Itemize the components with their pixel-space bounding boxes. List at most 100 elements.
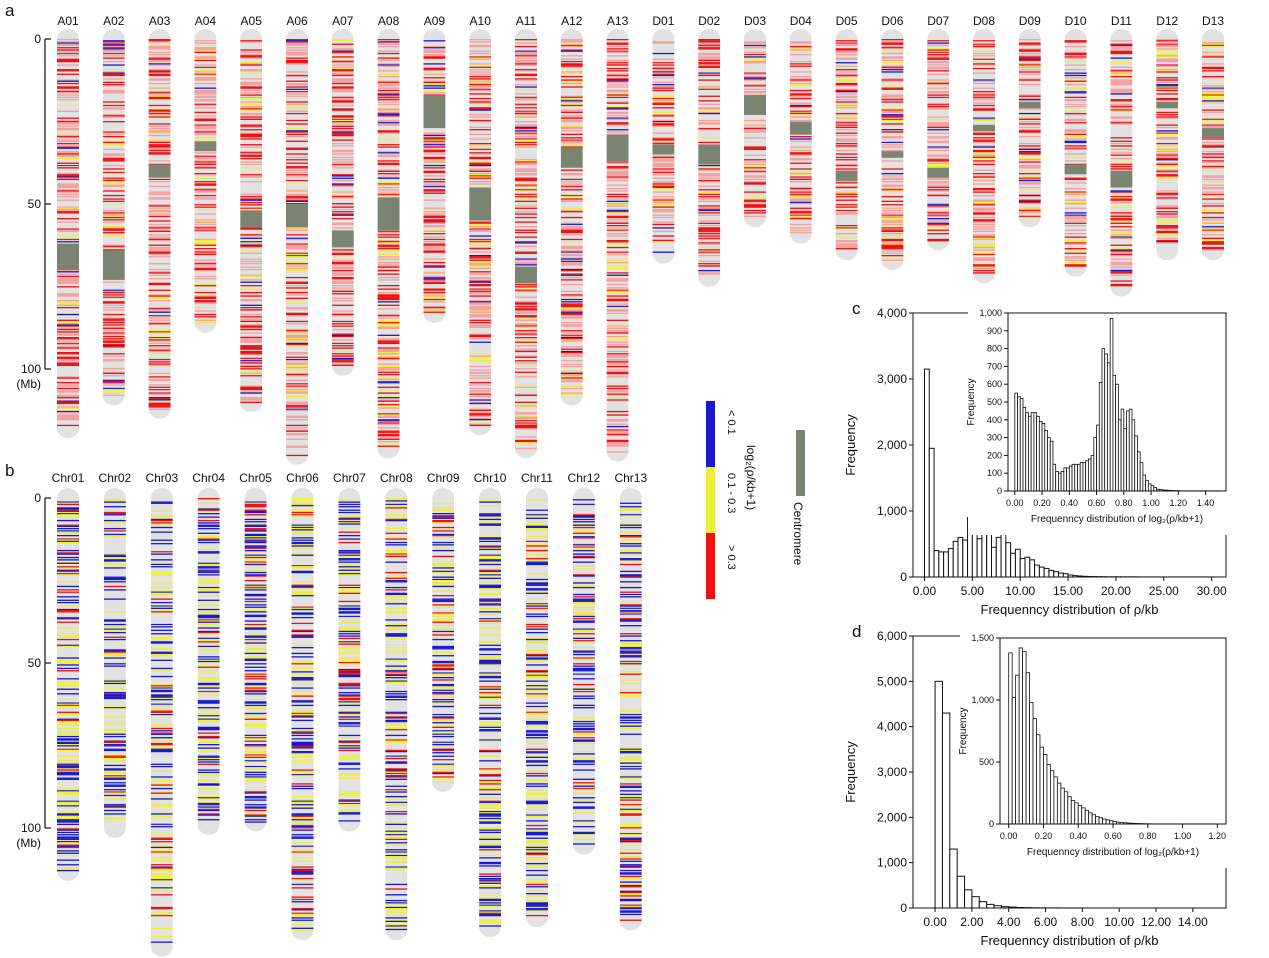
recomb-band	[57, 763, 79, 765]
recomb-band	[103, 690, 126, 693]
recomb-band	[1064, 265, 1087, 267]
recomb-band	[57, 688, 79, 690]
recomb-band	[423, 133, 446, 136]
recomb-band	[57, 591, 79, 593]
recomb-band	[606, 67, 629, 70]
recomb-band	[973, 149, 995, 152]
recomb-band	[102, 309, 125, 311]
recomb-band	[240, 72, 263, 74]
recomb-band	[338, 552, 361, 554]
recomb-band	[102, 380, 125, 383]
recomb-band	[240, 209, 263, 212]
recomb-band	[789, 47, 812, 49]
recomb-band	[560, 305, 583, 308]
recomb-band	[57, 711, 79, 713]
recomb-band	[572, 742, 595, 745]
recomb-band	[377, 382, 400, 384]
recomb-band	[423, 233, 446, 235]
recomb-band	[331, 87, 354, 89]
recomb-band	[515, 423, 537, 425]
recomb-band	[244, 724, 267, 726]
recomb-band	[57, 119, 79, 122]
recomb-band	[102, 281, 125, 283]
recomb-band	[377, 427, 400, 429]
recomb-band	[385, 867, 408, 869]
recomb-band	[240, 360, 263, 362]
recomb-band	[881, 189, 904, 191]
recomb-band	[479, 586, 502, 589]
recomb-band	[377, 342, 400, 345]
recomb-band	[377, 110, 400, 112]
recomb-band	[515, 163, 537, 166]
recomb-band	[526, 902, 548, 904]
recomb-band	[377, 250, 400, 252]
recomb-band	[377, 339, 400, 341]
recomb-band	[698, 198, 721, 200]
recomb-band	[197, 763, 220, 765]
recomb-band	[57, 683, 79, 686]
recomb-band	[572, 574, 595, 576]
recomb-band	[385, 920, 408, 923]
recomb-band	[927, 189, 950, 191]
chromosome-Chr08	[385, 488, 408, 941]
recomb-band	[744, 72, 766, 74]
recomb-band	[606, 39, 629, 41]
recomb-band	[57, 659, 79, 661]
recomb-band	[515, 386, 537, 388]
recomb-band	[572, 690, 595, 693]
recomb-band	[698, 265, 721, 267]
recomb-band	[291, 504, 314, 507]
recomb-band	[515, 161, 537, 163]
recomb-band	[789, 218, 812, 220]
recomb-band	[103, 598, 126, 600]
recomb-band	[377, 371, 400, 373]
recomb-band	[291, 746, 314, 748]
recomb-band	[432, 645, 455, 648]
recomb-band	[291, 869, 314, 872]
recomb-band	[338, 584, 361, 586]
recomb-band	[789, 79, 812, 81]
recomb-band	[385, 600, 408, 603]
recomb-band	[973, 82, 995, 85]
recomb-band	[291, 553, 314, 555]
recomb-band	[377, 95, 400, 97]
recomb-band	[197, 680, 220, 682]
recomb-band	[515, 45, 537, 48]
recomb-band	[150, 744, 173, 746]
recomb-band	[338, 591, 361, 593]
recomb-band	[57, 618, 79, 620]
recomb-band	[244, 561, 267, 563]
recomb-band	[698, 57, 721, 59]
recomb-band	[479, 815, 502, 817]
recomb-band	[526, 672, 548, 674]
recomb-band	[789, 196, 812, 198]
recomb-band	[606, 354, 629, 356]
recomb-band	[927, 146, 950, 148]
recomb-band	[1110, 268, 1133, 271]
recomb-band	[338, 734, 361, 737]
recomb-band	[197, 615, 220, 618]
recomb-band	[572, 620, 595, 622]
recomb-band	[57, 514, 79, 516]
recomb-band	[515, 308, 537, 310]
recomb-band	[479, 849, 502, 851]
recomb-band	[515, 360, 537, 362]
recomb-band	[385, 681, 408, 683]
recomb-band	[102, 116, 125, 118]
recomb-band	[197, 808, 220, 810]
recomb-band	[194, 118, 217, 120]
recomb-band	[150, 869, 173, 872]
recomb-band	[572, 612, 595, 614]
recomb-band	[240, 401, 263, 403]
recomb-band	[377, 420, 400, 422]
recomb-band	[57, 394, 79, 397]
recomb-band	[57, 58, 79, 60]
recomb-band	[1064, 77, 1087, 79]
recomb-band	[1110, 167, 1133, 169]
recomb-band	[1018, 215, 1041, 218]
recomb-band	[973, 87, 995, 89]
recomb-band	[973, 216, 995, 219]
recomb-band	[619, 635, 642, 637]
recomb-band	[291, 710, 314, 712]
recomb-band	[572, 640, 595, 642]
